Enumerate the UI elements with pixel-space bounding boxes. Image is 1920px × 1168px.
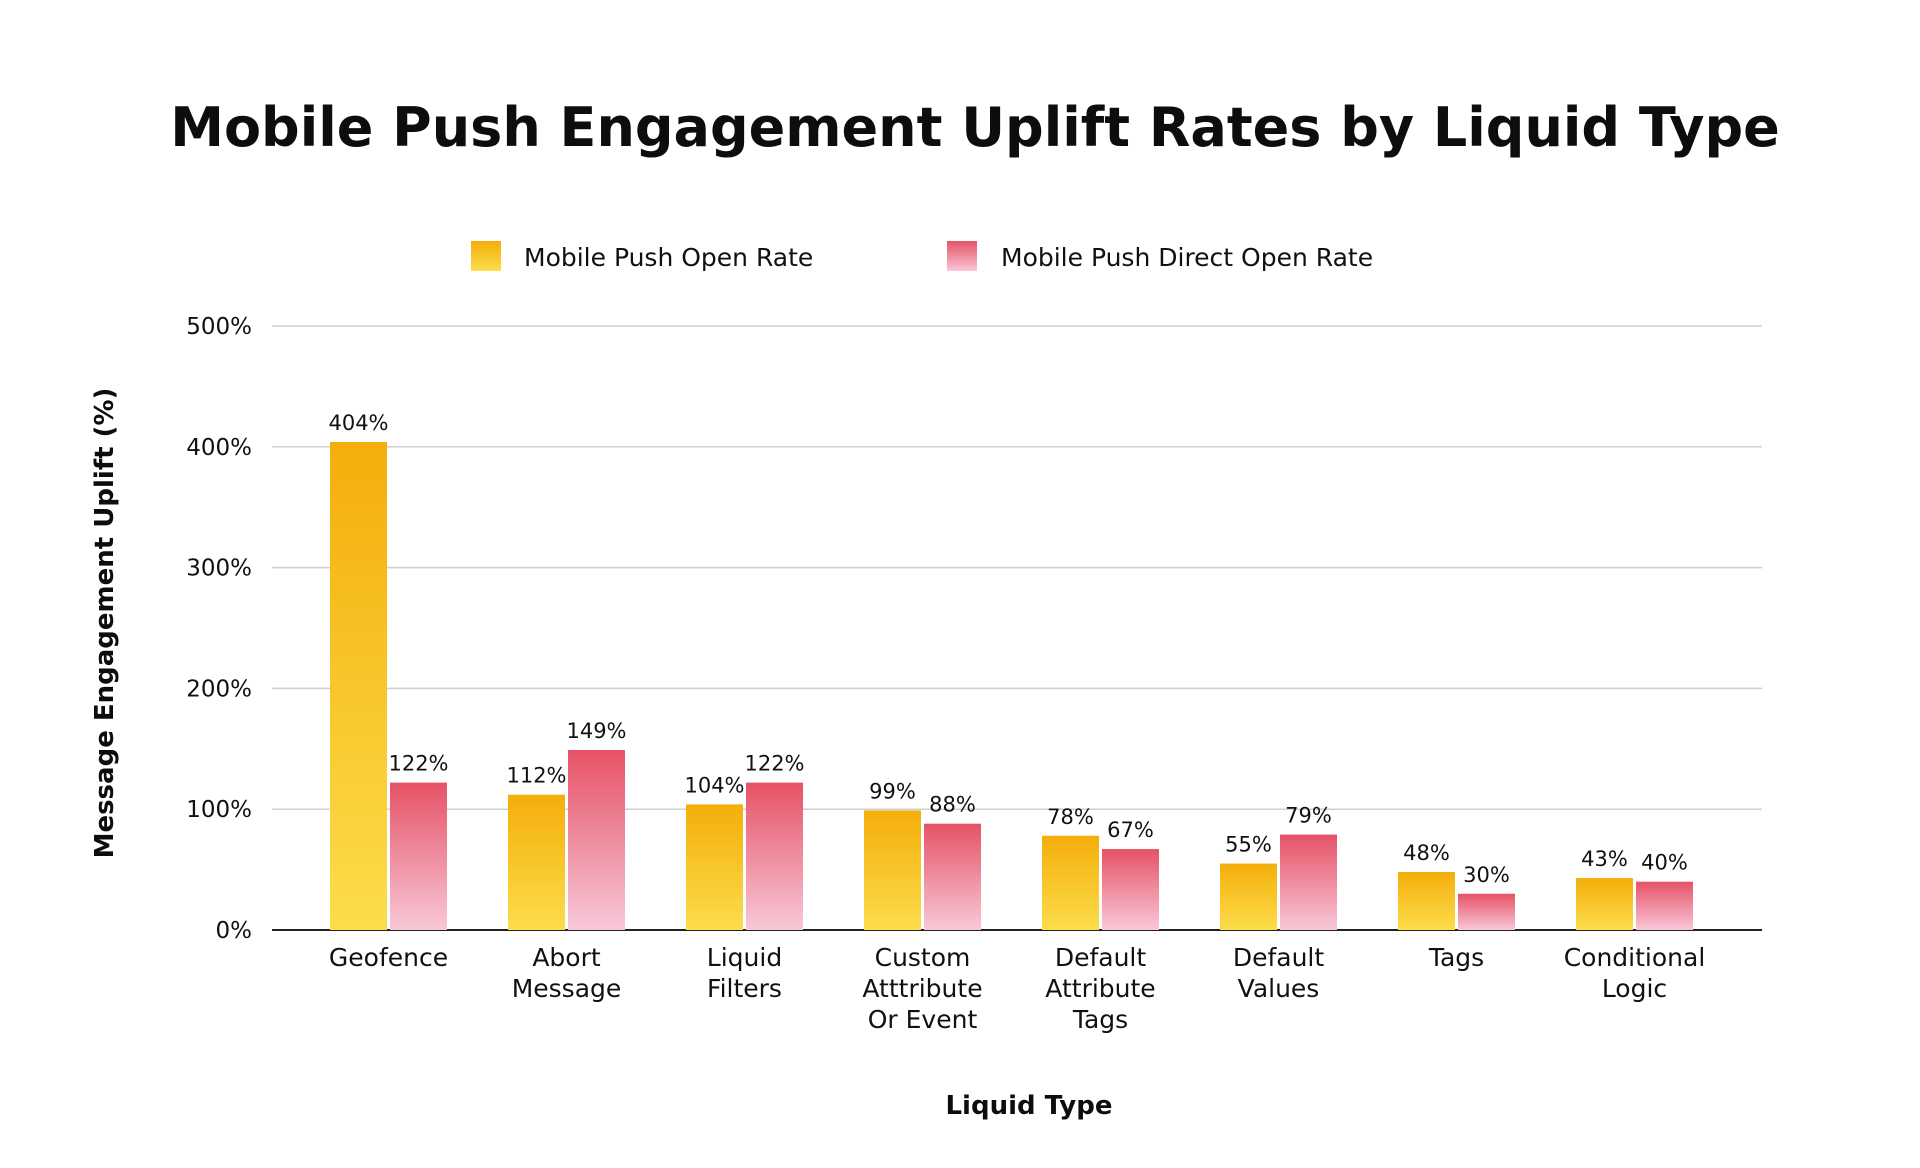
value-label: 55% [1225,833,1272,857]
value-label: 79% [1285,804,1332,828]
legend-swatch-1 [471,241,501,271]
value-label: 122% [388,752,448,776]
y-tick-label: 0% [216,918,253,944]
value-label: 88% [929,793,976,817]
category-label-line: Filters [707,974,782,1003]
category-label-line: Logic [1602,974,1667,1003]
category-label: Geofence [329,943,448,972]
value-label: 99% [869,779,916,803]
category-label-line: Abort [532,943,601,972]
value-label: 30% [1463,863,1510,887]
bar-open-rate [1398,872,1455,930]
category-label-line: Default [1233,943,1325,972]
category-label-line: Geofence [329,943,448,972]
value-label: 149% [566,719,626,743]
value-label: 112% [506,764,566,788]
category-label: Default Attribute Tags [1045,943,1155,1034]
category-label-line: Atttribute [862,974,982,1003]
y-axis-ticks: 0% 100% 200% 300% 400% 500% [186,314,252,944]
legend-label-2: Mobile Push Direct Open Rate [1001,243,1373,272]
value-label: 67% [1107,818,1154,842]
category-label-line: Or Event [868,1005,978,1034]
y-tick-label: 100% [186,797,252,823]
bars [330,441,1693,930]
category-label-line: Attribute [1045,974,1155,1003]
category-label-line: Tags [1428,943,1484,972]
legend-label-1: Mobile Push Open Rate [524,243,813,272]
bar-open-rate [1042,835,1099,930]
bar-open-rate [508,794,565,930]
bar-direct-open-rate [746,782,803,930]
category-label: Abort Message [512,943,622,1003]
bar-open-rate [864,810,921,930]
category-label: Liquid Filters [707,943,782,1003]
category-label-line: Custom [875,943,971,972]
category-label-line: Liquid [707,943,782,972]
bar-direct-open-rate [390,782,447,930]
legend: Mobile Push Open Rate Mobile Push Direct … [471,241,1373,272]
bar-direct-open-rate [568,750,625,930]
y-tick-label: 500% [186,314,252,340]
bar-direct-open-rate [924,823,981,930]
bar-open-rate [330,441,387,930]
bar-direct-open-rate [1102,849,1159,930]
y-tick-label: 400% [186,435,252,461]
bar-direct-open-rate [1636,881,1693,930]
category-label-line: Default [1055,943,1147,972]
category-label-line: Tags [1072,1005,1128,1034]
value-labels: 404%122%112%149%104%122%99%88%78%67%55%7… [328,411,1687,887]
bar-direct-open-rate [1458,893,1515,930]
category-label-line: Conditional [1564,943,1706,972]
category-label-line: Values [1238,974,1320,1003]
bar-direct-open-rate [1280,834,1337,930]
value-label: 122% [744,752,804,776]
bar-open-rate [1576,878,1633,930]
x-axis-label: Liquid Type [945,1091,1112,1121]
value-label: 78% [1047,805,1094,829]
category-label: Custom Atttribute Or Event [862,943,982,1034]
legend-swatch-2 [947,241,977,271]
value-label: 104% [684,773,744,797]
y-tick-label: 300% [186,556,252,582]
y-tick-label: 200% [186,676,252,702]
category-label: Conditional Logic [1564,943,1706,1003]
category-label: Default Values [1233,943,1325,1003]
value-label: 404% [328,411,388,435]
value-label: 48% [1403,841,1450,865]
bar-open-rate [1220,863,1277,930]
chart-title: Mobile Push Engagement Uplift Rates by L… [170,96,1780,159]
value-label: 40% [1641,851,1688,875]
category-label-line: Message [512,974,622,1003]
y-axis-label: Message Engagement Uplift (%) [90,388,120,859]
gridlines [272,325,1762,931]
category-label: Tags [1428,943,1484,972]
value-label: 43% [1581,847,1628,871]
bar-open-rate [686,804,743,930]
